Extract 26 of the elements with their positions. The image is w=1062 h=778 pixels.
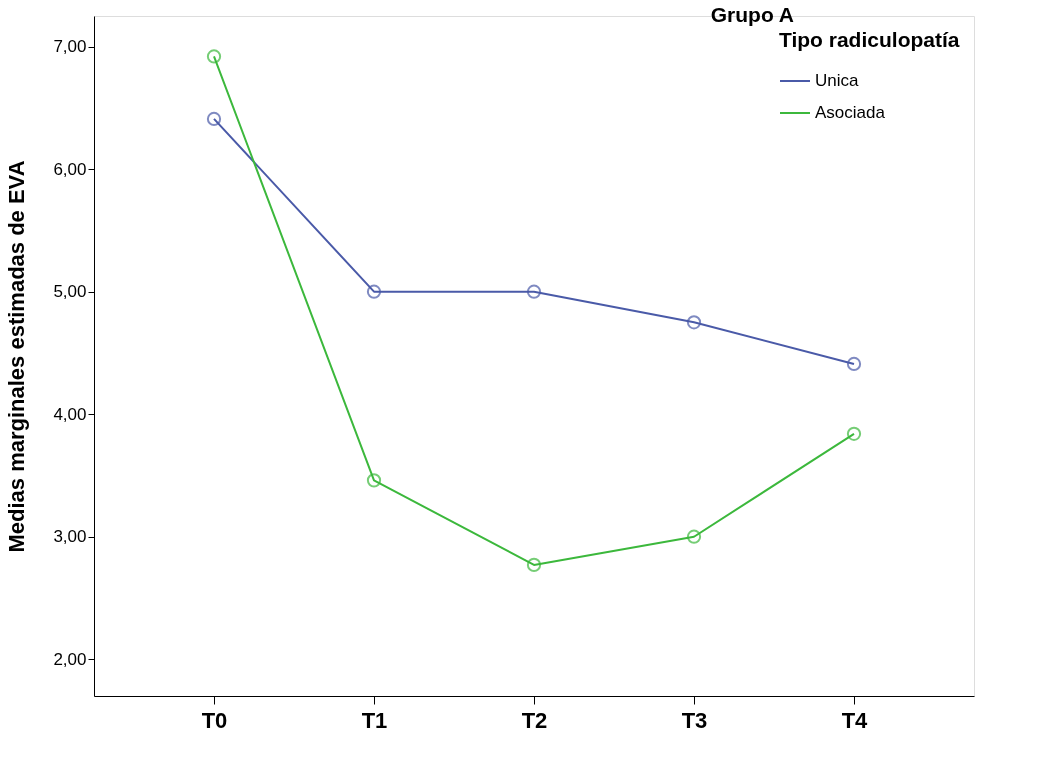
- point: [206, 49, 222, 64]
- y-tick-label: 4,00: [53, 404, 87, 424]
- point: [846, 356, 862, 372]
- legend-title: Tipo radiculopatía: [779, 28, 960, 51]
- y-tick-label: 7,00: [53, 37, 87, 57]
- x-tick-label: T1: [361, 707, 388, 733]
- legend-label: Asociada: [815, 103, 886, 122]
- y-tick-label: 5,00: [53, 282, 87, 302]
- point: [366, 473, 382, 488]
- y-axis-title: Medias marginales estimadas de EVA: [4, 160, 30, 553]
- x-tick-label: T3: [681, 707, 708, 733]
- point: [526, 557, 542, 573]
- x-tick-label: T4: [841, 707, 869, 733]
- chart-title: Grupo A: [710, 3, 794, 26]
- legend-label: Unica: [815, 71, 860, 90]
- point: [526, 284, 542, 299]
- x-tick-label: T0: [201, 707, 228, 733]
- point: [686, 529, 702, 544]
- point: [686, 315, 702, 330]
- x-tick-label: T2: [521, 707, 548, 733]
- y-tick-label: 2,00: [53, 649, 87, 669]
- point: [846, 426, 862, 441]
- point: [366, 284, 382, 299]
- y-tick-label: 3,00: [53, 527, 87, 547]
- point: [206, 111, 222, 127]
- y-tick-label: 6,00: [53, 159, 87, 179]
